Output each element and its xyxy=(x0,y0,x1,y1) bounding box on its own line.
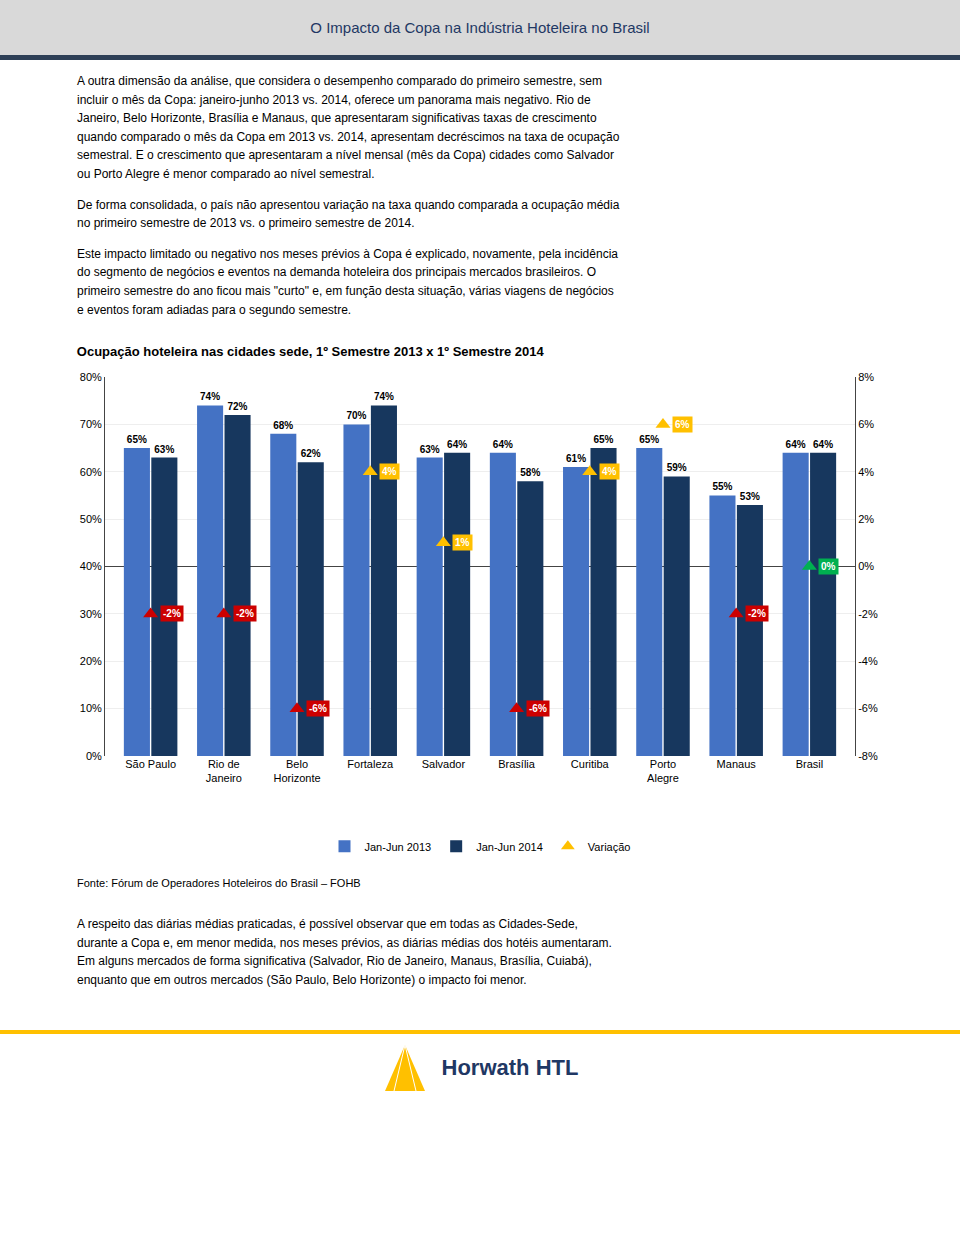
svg-text:1%: 1% xyxy=(455,537,470,548)
svg-text:Jan-Jun 2013: Jan-Jun 2013 xyxy=(365,841,432,853)
svg-text:65%: 65% xyxy=(593,434,613,445)
svg-text:-2%: -2% xyxy=(858,608,878,620)
svg-text:60%: 60% xyxy=(80,466,102,478)
html-text:O Impacto da Copa na Indústria: O Impacto da Copa na Indústria Hoteleira… xyxy=(310,19,650,36)
svg-text:6%: 6% xyxy=(858,418,874,430)
svg-text:74%: 74% xyxy=(200,392,220,403)
svg-text:74%: 74% xyxy=(374,392,394,403)
svg-text:Curitiba: Curitiba xyxy=(571,758,610,770)
svg-text:2%: 2% xyxy=(858,513,874,525)
svg-text:70%: 70% xyxy=(346,411,366,422)
html-text:Fonte: Fórum de Operadores Hot: Fonte: Fórum de Operadores Hoteleiros do… xyxy=(77,877,361,890)
svg-text:64%: 64% xyxy=(493,439,513,450)
svg-text:62%: 62% xyxy=(301,448,321,459)
svg-text:6%: 6% xyxy=(675,419,690,430)
svg-text:65%: 65% xyxy=(639,434,659,445)
svg-text:Rio deJaneiro: Rio deJaneiro xyxy=(206,758,242,784)
svg-text:80%: 80% xyxy=(80,371,102,383)
svg-text:Jan-Jun 2014: Jan-Jun 2014 xyxy=(476,841,543,853)
svg-text:Salvador: Salvador xyxy=(422,758,466,770)
svg-text:40%: 40% xyxy=(80,560,102,572)
svg-text:4%: 4% xyxy=(858,466,874,478)
svg-text:-4%: -4% xyxy=(858,655,878,667)
html-text:Horwath HTL: Horwath HTL xyxy=(441,1054,579,1080)
svg-text:4%: 4% xyxy=(382,466,397,477)
svg-text:70%: 70% xyxy=(80,418,102,430)
svg-text:65%: 65% xyxy=(127,434,147,445)
svg-text:BeloHorizonte: BeloHorizonte xyxy=(273,758,320,784)
svg-text:55%: 55% xyxy=(712,482,732,493)
svg-text:64%: 64% xyxy=(786,439,806,450)
svg-text:72%: 72% xyxy=(227,401,247,412)
svg-text:30%: 30% xyxy=(80,608,102,620)
svg-text:61%: 61% xyxy=(566,453,586,464)
svg-text:PortoAlegre: PortoAlegre xyxy=(647,758,679,784)
svg-text:-2%: -2% xyxy=(163,608,181,619)
html-text:A respeito das diárias médias: A respeito das diárias médias praticadas… xyxy=(77,917,612,987)
svg-text:-2%: -2% xyxy=(748,608,766,619)
html-text:A outra dimensão da análise, q: A outra dimensão da análise, que conside… xyxy=(77,74,620,181)
svg-text:Brasília: Brasília xyxy=(498,758,536,770)
svg-text:58%: 58% xyxy=(520,467,540,478)
svg-text:64%: 64% xyxy=(813,439,833,450)
svg-text:59%: 59% xyxy=(667,463,687,474)
svg-text:Brasil: Brasil xyxy=(796,758,824,770)
svg-text:-6%: -6% xyxy=(858,703,878,715)
html-text:De forma consolidada, o país n: De forma consolidada, o país não apresen… xyxy=(77,197,620,231)
svg-text:-8%: -8% xyxy=(858,750,878,762)
svg-text:0%: 0% xyxy=(821,561,836,572)
svg-text:63%: 63% xyxy=(420,444,440,455)
svg-text:20%: 20% xyxy=(80,655,102,667)
svg-text:4%: 4% xyxy=(602,466,617,477)
svg-text:0%: 0% xyxy=(86,750,102,762)
svg-text:8%: 8% xyxy=(858,371,874,383)
svg-text:Ocupação hoteleira nas cidades: Ocupação hoteleira nas cidades sede, 1º … xyxy=(77,344,545,359)
svg-text:63%: 63% xyxy=(154,444,174,455)
svg-text:-6%: -6% xyxy=(309,703,327,714)
svg-text:53%: 53% xyxy=(740,491,760,502)
svg-text:Fortaleza: Fortaleza xyxy=(347,758,394,770)
svg-text:-6%: -6% xyxy=(529,703,547,714)
svg-text:68%: 68% xyxy=(273,420,293,431)
svg-text:São Paulo: São Paulo xyxy=(125,758,176,770)
svg-text:10%: 10% xyxy=(80,703,102,715)
html-text:Este impacto limitado ou negat: Este impacto limitado ou negativo nos me… xyxy=(77,246,618,317)
svg-text:Variação: Variação xyxy=(588,841,631,853)
svg-text:64%: 64% xyxy=(447,439,467,450)
svg-text:Manaus: Manaus xyxy=(717,758,757,770)
svg-text:50%: 50% xyxy=(80,513,102,525)
svg-text:0%: 0% xyxy=(858,560,874,572)
svg-text:-2%: -2% xyxy=(236,608,254,619)
